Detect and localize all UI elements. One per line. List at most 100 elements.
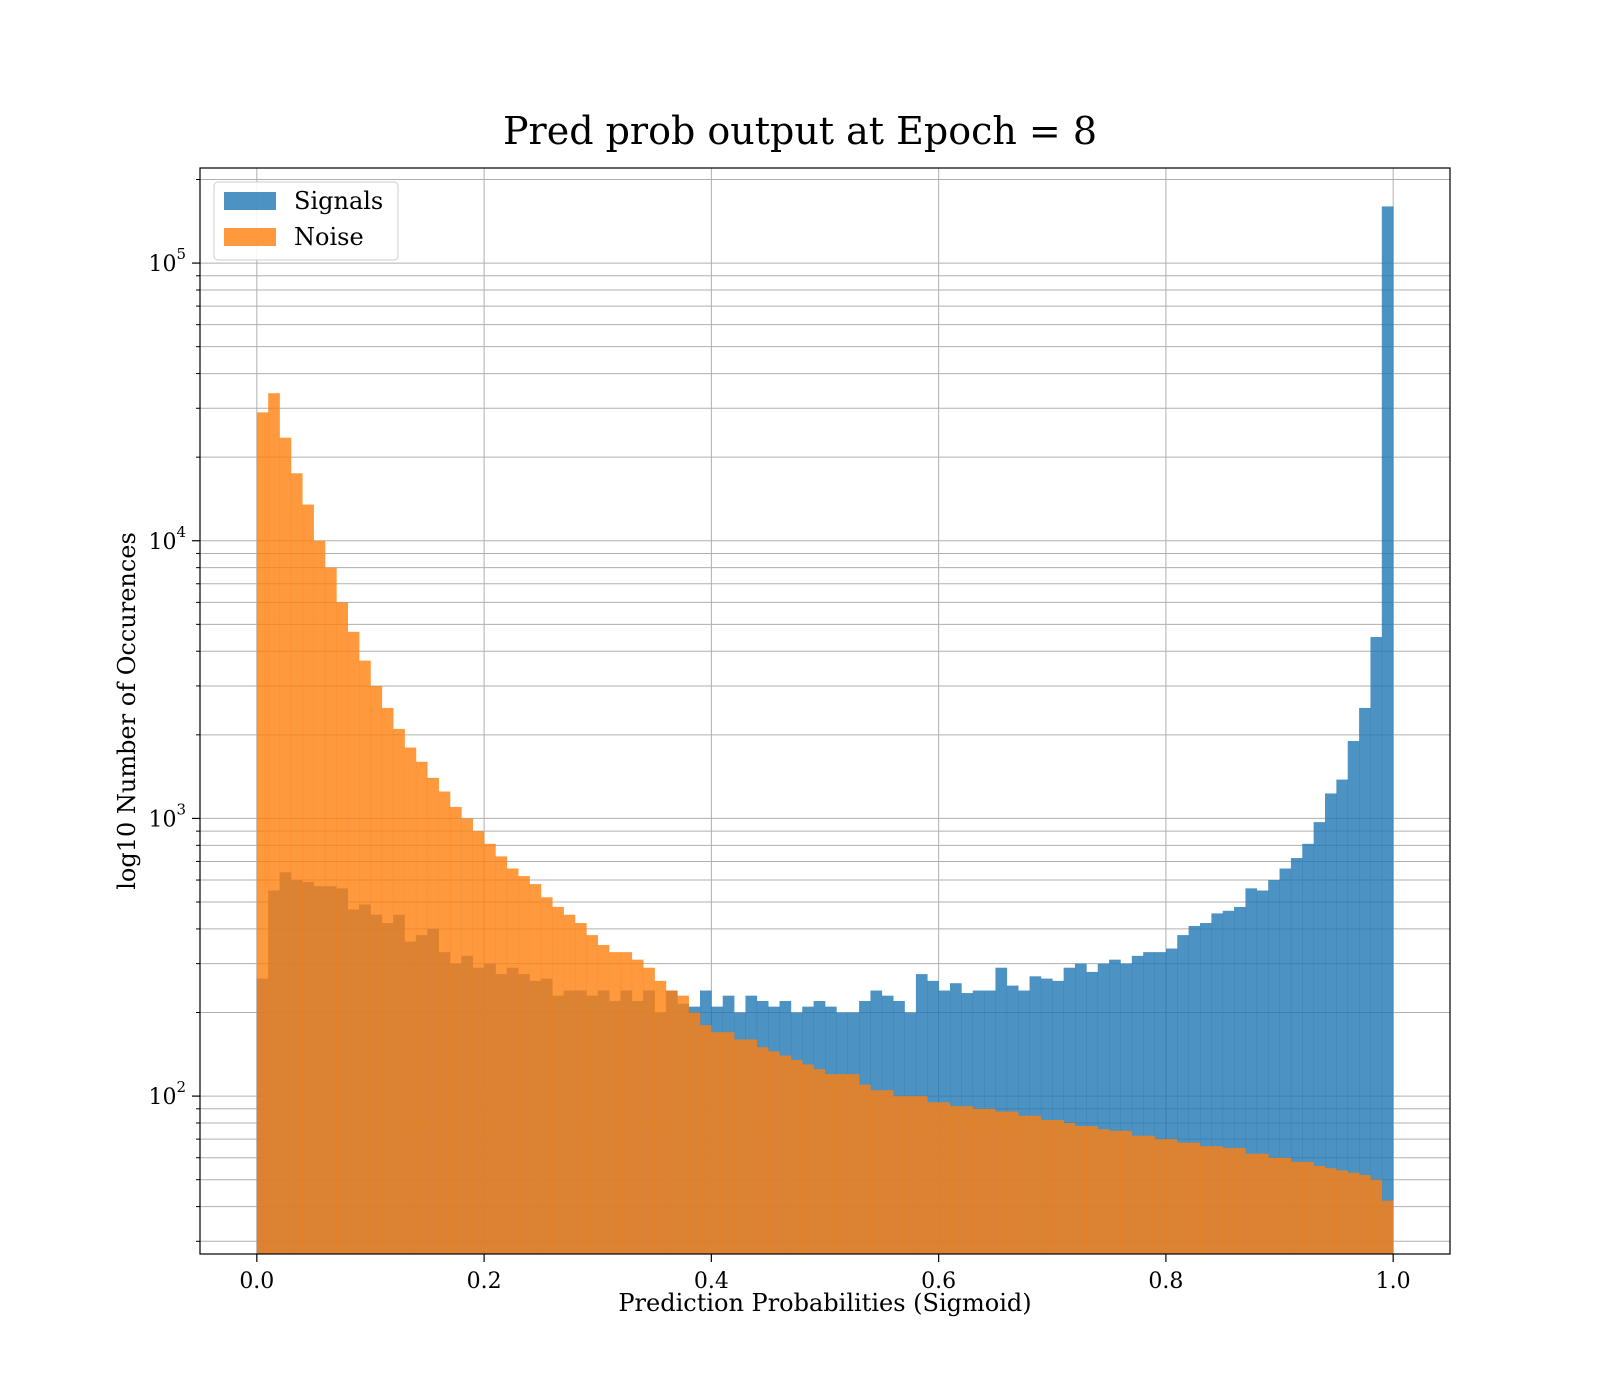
plot-frame (199, 167, 1451, 1255)
noise-bar (1381, 1200, 1394, 1254)
noise-bar (1109, 1130, 1121, 1254)
noise-bar (1347, 1172, 1360, 1254)
x-tick-label: 0.2 (467, 1269, 502, 1294)
signals-bar (1165, 948, 1178, 1254)
noise-bar (495, 856, 508, 1254)
series-noise (256, 393, 1394, 1255)
noise-bar (268, 393, 280, 1255)
signals-bar (1040, 978, 1053, 1254)
x-tick-label: 0.4 (694, 1269, 729, 1294)
noise-bar (393, 728, 405, 1254)
signals-bar (1381, 206, 1394, 1255)
noise-bar (472, 831, 485, 1254)
noise-bar (927, 1102, 939, 1254)
noise-bar (552, 906, 564, 1254)
noise-bar (1359, 1174, 1371, 1254)
noise-bar (938, 1102, 951, 1254)
noise-bar (1211, 1146, 1224, 1254)
y-tick-label: 105 (148, 245, 186, 277)
noise-bar (1086, 1126, 1099, 1254)
noise-bar (825, 1074, 837, 1254)
noise-bar (1177, 1142, 1189, 1254)
signals-bar (1120, 963, 1133, 1254)
noise-bar (461, 818, 474, 1254)
noise-bar (484, 843, 496, 1254)
x-tick-label: 0.6 (921, 1269, 956, 1294)
noise-bar (1165, 1139, 1178, 1254)
noise-bar (836, 1074, 849, 1254)
noise-bar (609, 952, 621, 1254)
noise-bar (631, 959, 644, 1254)
noise-bar (790, 1059, 803, 1254)
signals-bar (1075, 963, 1087, 1254)
noise-bar (620, 952, 633, 1254)
noise-bar (1336, 1170, 1349, 1254)
signals-bar (1200, 923, 1212, 1254)
noise-bar (1256, 1153, 1269, 1254)
noise-bar (1154, 1139, 1167, 1254)
signals-bar (1109, 959, 1121, 1254)
noise-bar (1063, 1123, 1076, 1254)
noise-bar (302, 504, 314, 1254)
noise-bar (1302, 1161, 1314, 1254)
signals-bar (1336, 779, 1349, 1254)
noise-bar (1120, 1130, 1133, 1254)
noise-bar (1040, 1120, 1053, 1254)
chart-title: Pred prob output at Epoch = 8 (503, 109, 1097, 153)
signals-bar (1143, 952, 1155, 1254)
noise-bar (1143, 1135, 1155, 1254)
noise-bar (756, 1047, 769, 1254)
noise-bar (1279, 1157, 1292, 1254)
noise-bar (575, 923, 587, 1254)
noise-bar (881, 1090, 894, 1254)
noise-bar (540, 897, 553, 1254)
signals-bar (1211, 913, 1224, 1254)
noise-bar (586, 935, 599, 1254)
noise-bar (688, 1012, 701, 1254)
noise-bar (1097, 1129, 1110, 1254)
noise-bar (779, 1055, 792, 1254)
noise-bar (904, 1096, 917, 1254)
noise-bar (529, 884, 542, 1254)
noise-bar (427, 777, 439, 1254)
y-tick-label: 103 (148, 800, 186, 832)
y-axis-label: log10 Number of Occurences (113, 532, 141, 890)
signals-bar (1029, 976, 1042, 1254)
y-axis-ticks: 102 103 104 105 (148, 178, 200, 1242)
signals-bar (1154, 952, 1167, 1254)
noise-bar (563, 914, 576, 1254)
noise-bar (1268, 1157, 1280, 1254)
x-tick-label: 0.8 (1148, 1269, 1183, 1294)
noise-bar (1200, 1146, 1212, 1254)
signals-bar (1063, 967, 1076, 1254)
legend-label-noise: Noise (294, 223, 364, 251)
signals-bar (995, 967, 1008, 1254)
noise-bar (370, 685, 383, 1254)
legend: Signals Noise (213, 181, 399, 261)
noise-bar (677, 995, 689, 1254)
noise-bar (1234, 1148, 1246, 1254)
noise-bar (518, 876, 530, 1254)
noise-bar (347, 631, 360, 1254)
signals-bar (1177, 935, 1189, 1254)
noise-bar (711, 1032, 724, 1254)
x-axis-label: Prediction Probabilities (Sigmoid) (618, 1289, 1031, 1317)
noise-bar (256, 412, 269, 1254)
legend-swatch-signals (224, 192, 276, 210)
noise-bar (404, 747, 417, 1254)
noise-bar (359, 660, 371, 1254)
signals-bar (1325, 793, 1337, 1254)
noise-bar (893, 1096, 905, 1254)
signals-bar (1086, 971, 1099, 1254)
signals-bar (1256, 890, 1269, 1254)
signals-bar (1347, 741, 1360, 1254)
noise-bar (995, 1111, 1008, 1254)
signals-bar (1222, 910, 1235, 1254)
noise-bar (438, 791, 451, 1254)
noise-bar (813, 1069, 826, 1254)
signals-bar (1313, 822, 1326, 1254)
noise-bar (734, 1039, 746, 1254)
noise-bar (961, 1106, 974, 1254)
signals-bar (1188, 925, 1201, 1254)
